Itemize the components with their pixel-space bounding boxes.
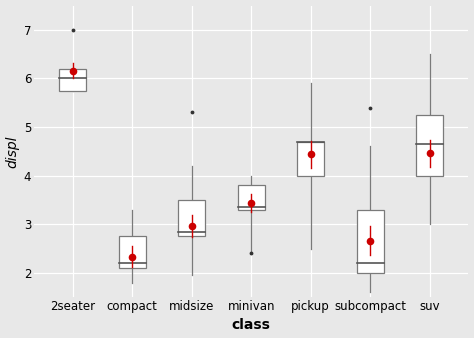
Bar bbox=[238, 185, 264, 210]
Bar bbox=[59, 69, 86, 91]
Bar bbox=[357, 210, 383, 273]
X-axis label: class: class bbox=[232, 318, 271, 333]
Bar bbox=[297, 142, 324, 176]
Bar bbox=[178, 200, 205, 236]
Y-axis label: displ: displ bbox=[6, 135, 19, 168]
Bar bbox=[416, 115, 443, 176]
Bar bbox=[119, 236, 146, 268]
